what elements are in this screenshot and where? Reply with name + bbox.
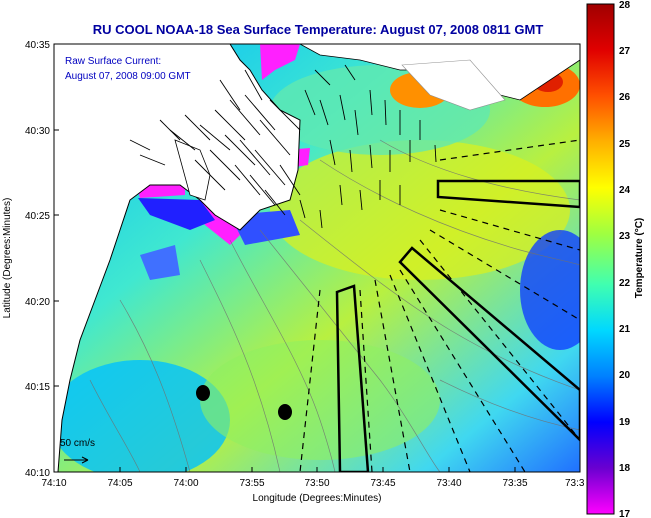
scale-label: 50 cm/s [60,438,95,449]
station-marker-2 [278,404,292,420]
map-plot-area: Raw Surface Current: August 07, 2008 09:… [54,44,580,472]
current-label-line1: Raw Surface Current: [65,56,161,67]
y-tick-label: 40:20 [25,297,50,308]
colorbar [586,3,615,515]
glider-boxes [335,179,580,472]
colorbar-tick-label: 27 [619,46,631,57]
colorbar-label: Temperature (°C) [634,218,645,299]
scale-arrow-head [81,456,89,464]
x-tick-label: 74:05 [107,478,132,489]
x-tick-label: 73:50 [304,478,329,489]
colorbar-tick-label: 22 [619,278,631,289]
glider-box-diagonal [398,246,580,442]
sst-cool-patch-east [520,230,580,350]
colorbar-tick-label: 19 [619,417,631,428]
x-tick-label: 73:40 [436,478,461,489]
station-marker-1 [196,385,210,401]
x-tick-label: 73:45 [370,478,395,489]
surface-current-vectors [129,64,437,229]
sst-green-patch-south [200,340,440,460]
sst-cool-patch-southwest [54,360,230,472]
y-axis: 40:35 40:30 40:25 40:20 40:15 40:10 [25,40,59,479]
y-axis-label: Latitude (Degrees:Minutes) [2,198,13,319]
land-small-island [401,59,506,111]
x-axis-label: Longitude (Degrees:Minutes) [253,493,382,504]
sampling-lines-dashed [299,139,580,472]
sst-cold-fringe [260,44,300,80]
colorbar-tick-label: 24 [619,185,631,196]
colorbar-tick-label: 21 [619,324,631,335]
y-tick-label: 40:35 [25,40,50,51]
colorbar-tick-label: 26 [619,92,631,103]
x-axis: 74:10 74:05 74:00 73:55 73:50 73:45 73:4… [41,467,585,489]
colorbar-ticks: 28 27 26 25 24 23 22 21 20 19 18 17 [619,0,631,518]
current-label-line2: August 07, 2008 09:00 GMT [65,71,191,82]
colorbar-tick-label: 25 [619,139,631,150]
colorbar-tick-label: 17 [619,509,631,518]
sst-warm-patch [270,140,570,280]
map-title: RU COOL NOAA-18 Sea Surface Temperature:… [93,22,544,37]
x-tick-label: 73:35 [502,478,527,489]
x-tick-label: 74:00 [173,478,198,489]
x-tick-label: 74:10 [41,478,66,489]
glider-box-south [335,284,370,472]
y-tick-label: 40:10 [25,468,50,479]
land-new-jersey [54,44,301,472]
glider-box-east [436,179,580,209]
colorbar-tick-label: 20 [619,370,631,381]
x-tick-label: 73:55 [239,478,264,489]
colorbar-tick-label: 28 [619,0,631,11]
y-tick-label: 40:25 [25,211,50,222]
x-tick-label: 73:3 [565,478,585,489]
y-tick-label: 40:30 [25,126,50,137]
sst-blue-strip [140,245,180,280]
colorbar-tick-label: 18 [619,463,631,474]
colorbar-tick-label: 23 [619,231,631,242]
y-tick-label: 40:15 [25,382,50,393]
land-sandy-hook [174,139,211,201]
sst-blue-fringe [138,198,215,230]
